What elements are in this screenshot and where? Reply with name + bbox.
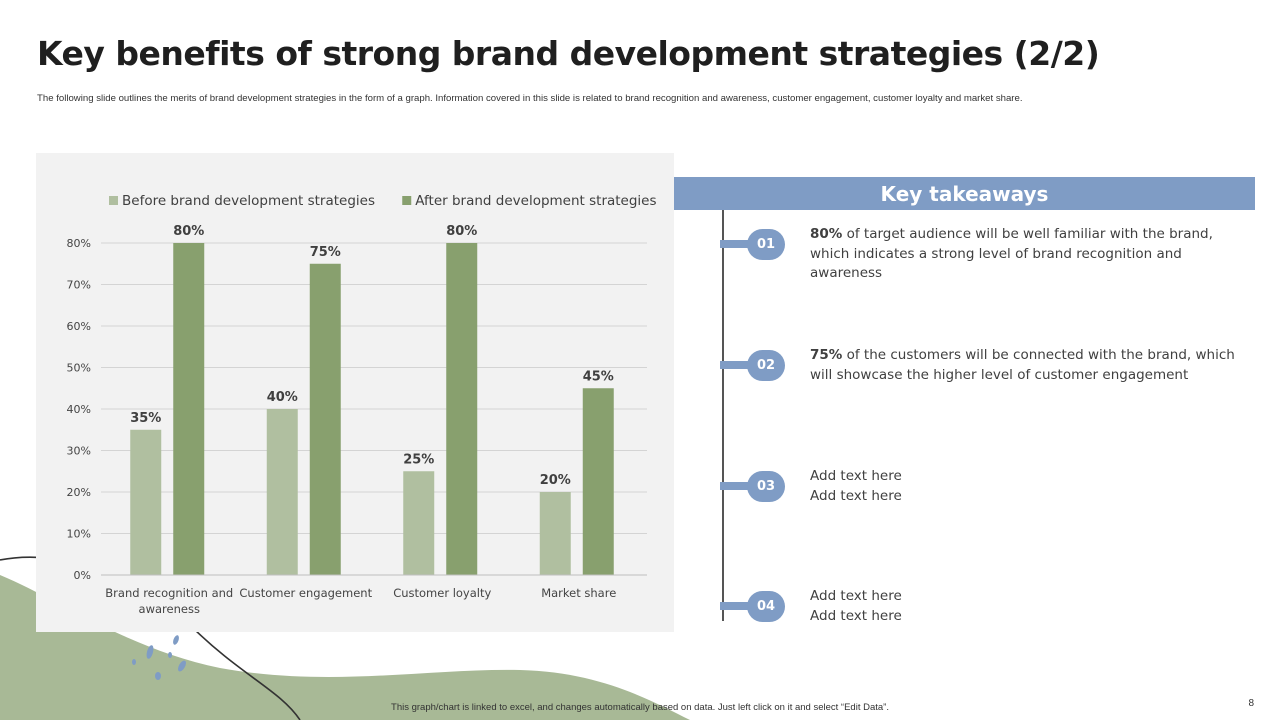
legend-swatch xyxy=(402,196,412,205)
legend-swatch xyxy=(109,196,118,205)
page-number: 8 xyxy=(1248,698,1254,709)
legend-label: After brand development strategies xyxy=(415,193,656,209)
takeaway-connector xyxy=(720,240,759,248)
takeaway-text[interactable]: Add text here Add text here xyxy=(810,468,902,504)
y-tick-label: 20% xyxy=(67,486,91,499)
bar-before xyxy=(266,409,298,575)
y-tick-label: 50% xyxy=(67,362,91,375)
decor-dots xyxy=(132,635,186,680)
takeaway-text: 80% of target audience will be well fami… xyxy=(810,225,1250,284)
x-tick-label: awareness xyxy=(139,602,200,616)
takeaway-item-01: 01 80% of target audience will be well f… xyxy=(720,226,1260,289)
x-tick-label: Market share xyxy=(541,586,616,600)
bar-before xyxy=(539,492,571,575)
data-label: 25% xyxy=(403,452,434,467)
takeaway-text: 75% of the customers will be connected w… xyxy=(810,346,1250,385)
takeaway-connector xyxy=(720,361,759,369)
y-tick-label: 70% xyxy=(67,279,91,292)
data-label: 40% xyxy=(267,390,298,405)
takeaway-item-03: 03 Add text here Add text here xyxy=(720,468,1260,531)
y-tick-label: 30% xyxy=(67,445,91,458)
x-tick-label: Customer engagement xyxy=(239,586,372,600)
takeaway-body: of the customers will be connected with … xyxy=(810,347,1235,383)
y-tick-label: 80% xyxy=(67,237,91,250)
takeaway-number-badge: 01 xyxy=(747,229,785,260)
legend-label: Before brand development strategies xyxy=(122,193,375,209)
bar-after xyxy=(309,263,341,575)
page-title: Key benefits of strong brand development… xyxy=(37,34,1100,73)
y-tick-label: 60% xyxy=(67,320,91,333)
bar-after xyxy=(173,243,205,575)
page-subtitle: The following slide outlines the merits … xyxy=(37,93,1023,104)
takeaway-number-badge: 04 xyxy=(747,591,785,622)
data-label: 75% xyxy=(310,245,341,260)
bar-after xyxy=(446,243,478,575)
takeaway-item-02: 02 75% of the customers will be connecte… xyxy=(720,347,1260,410)
takeaway-connector xyxy=(720,482,759,490)
takeaway-highlight: 80% xyxy=(810,226,843,242)
y-tick-label: 10% xyxy=(67,528,91,541)
footer-note: This graph/chart is linked to excel, and… xyxy=(391,702,889,713)
x-tick-label: Brand recognition and xyxy=(105,586,233,600)
takeaway-highlight: 75% xyxy=(810,347,843,363)
data-label: 80% xyxy=(173,224,204,239)
bar-chart: 0% 10% 20% 30% 40% 50% 60% 70% 80% 35% 80% Brand re… xyxy=(67,193,657,616)
x-tick-label: Customer loyalty xyxy=(393,586,491,600)
takeaway-item-04: 04 Add text here Add text here xyxy=(720,588,1260,651)
bar-chart-panel[interactable]: 0% 10% 20% 30% 40% 50% 60% 70% 80% 35% 80% Brand re… xyxy=(36,153,674,632)
takeaway-text[interactable]: Add text here Add text here xyxy=(810,588,902,624)
bar-before xyxy=(403,471,435,575)
bar-before xyxy=(130,429,162,575)
takeaway-number-badge: 03 xyxy=(747,471,785,502)
data-label: 35% xyxy=(130,411,161,426)
bar-after xyxy=(582,388,614,575)
takeaway-body: of target audience will be well familiar… xyxy=(810,226,1213,281)
data-label: 80% xyxy=(446,224,477,239)
y-tick-label: 0% xyxy=(74,569,91,582)
takeaways-header: Key takeaways xyxy=(674,177,1255,210)
takeaway-connector xyxy=(720,602,759,610)
green-wave-shape xyxy=(0,575,690,720)
y-tick-label: 40% xyxy=(67,403,91,416)
data-label: 20% xyxy=(540,473,571,488)
data-label: 45% xyxy=(583,369,614,384)
takeaway-number-badge: 02 xyxy=(747,350,785,381)
timeline-line xyxy=(722,210,724,621)
